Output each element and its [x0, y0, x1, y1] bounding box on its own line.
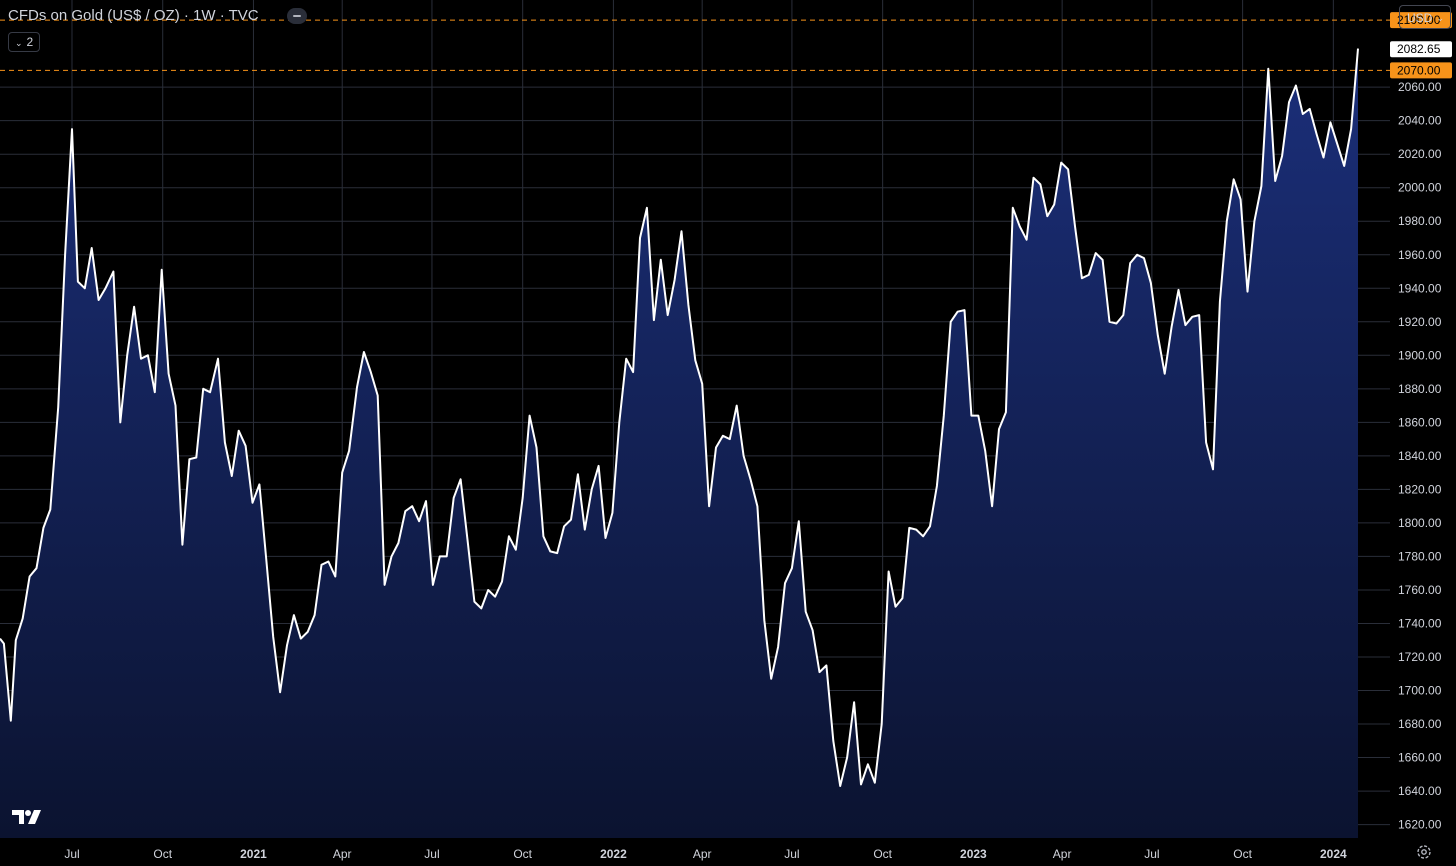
last-price-tag	[1390, 41, 1452, 58]
time-tick-label: 2022	[600, 847, 627, 861]
price-tick-label: 2060.00	[1398, 80, 1442, 94]
price-tick-label: 1900.00	[1398, 348, 1442, 362]
last-price-label: 2082.65	[1397, 42, 1441, 56]
price-tick-label: 2020.00	[1398, 147, 1442, 161]
price-area-fill	[0, 48, 1358, 839]
time-axis[interactable]: Jul Oct 2021 Apr Jul Oct 2022 Apr Jul Oct 2023 Apr J…	[64, 847, 1347, 861]
price-tick-label: 1640.00	[1398, 784, 1442, 798]
price-tick-label: 1940.00	[1398, 281, 1442, 295]
price-tick-label: 1800.00	[1398, 516, 1442, 530]
price-tick-label: 1920.00	[1398, 315, 1442, 329]
price-tick-label: 2000.00	[1398, 181, 1442, 195]
alert-price-tag[interactable]	[1390, 12, 1452, 29]
time-tick-label: Jul	[784, 847, 799, 861]
time-tick-label: 2024	[1320, 847, 1347, 861]
time-tick-label: Apr	[693, 847, 712, 861]
time-tick-label: Jul	[64, 847, 79, 861]
alert-price-label: 2100.00	[1397, 13, 1441, 27]
price-tick-label: 1680.00	[1398, 717, 1442, 731]
price-line[interactable]	[0, 48, 1359, 787]
price-tags: 2100.00 2070.00 2082.65	[1390, 12, 1452, 79]
time-tick-label: Oct	[153, 847, 172, 861]
price-tick-label: 1720.00	[1398, 650, 1442, 664]
price-tick-label: 1700.00	[1398, 684, 1442, 698]
price-tick-label: 1740.00	[1398, 616, 1442, 630]
price-tick-label: 1780.00	[1398, 549, 1442, 563]
price-tick-label: 1840.00	[1398, 449, 1442, 463]
price-tick-label: 1960.00	[1398, 248, 1442, 262]
time-tick-label: 2023	[960, 847, 987, 861]
legend-count: 2	[26, 35, 34, 49]
time-tick-label: Jul	[1144, 847, 1159, 861]
legend-toggle-button[interactable]: ⌄ 2	[8, 32, 41, 52]
currency-select[interactable]: USD ⌄	[1399, 5, 1451, 29]
currency-label: USD	[1407, 11, 1433, 25]
chart-title: CFDs on Gold (US$ / OZ) · 1W · TVC	[8, 7, 259, 24]
price-tick-label: 1820.00	[1398, 482, 1442, 496]
chevron-down-icon: ⌄	[1436, 13, 1444, 23]
alert-price-tag[interactable]	[1390, 62, 1452, 79]
settings-gear-icon[interactable]	[1415, 843, 1433, 861]
time-tick-label: Oct	[513, 847, 532, 861]
time-tick-label: Apr	[1053, 847, 1072, 861]
price-tick-label: 1620.00	[1398, 818, 1442, 832]
time-tick-label: Oct	[873, 847, 892, 861]
price-tick-label: 1660.00	[1398, 751, 1442, 765]
price-axis[interactable]: 1620.00 1640.00 1660.00 1680.00 1700.00 1720.…	[1398, 80, 1442, 831]
collapse-icon[interactable]	[287, 8, 307, 24]
price-tick-label: 1980.00	[1398, 214, 1442, 228]
time-tick-label: Oct	[1233, 847, 1252, 861]
price-tick-label: 2040.00	[1398, 114, 1442, 128]
alert-lines	[0, 19, 1390, 71]
chevron-down-icon: ⌄	[15, 38, 23, 48]
time-tick-label: Jul	[424, 847, 439, 861]
time-tick-label: Apr	[333, 847, 352, 861]
tradingview-logo-icon[interactable]	[12, 808, 44, 826]
price-tick-label: 1760.00	[1398, 583, 1442, 597]
price-tick-label: 1880.00	[1398, 382, 1442, 396]
alert-price-label: 2070.00	[1397, 63, 1441, 77]
time-tick-label: 2021	[240, 847, 267, 861]
price-tick-label: 1860.00	[1398, 415, 1442, 429]
